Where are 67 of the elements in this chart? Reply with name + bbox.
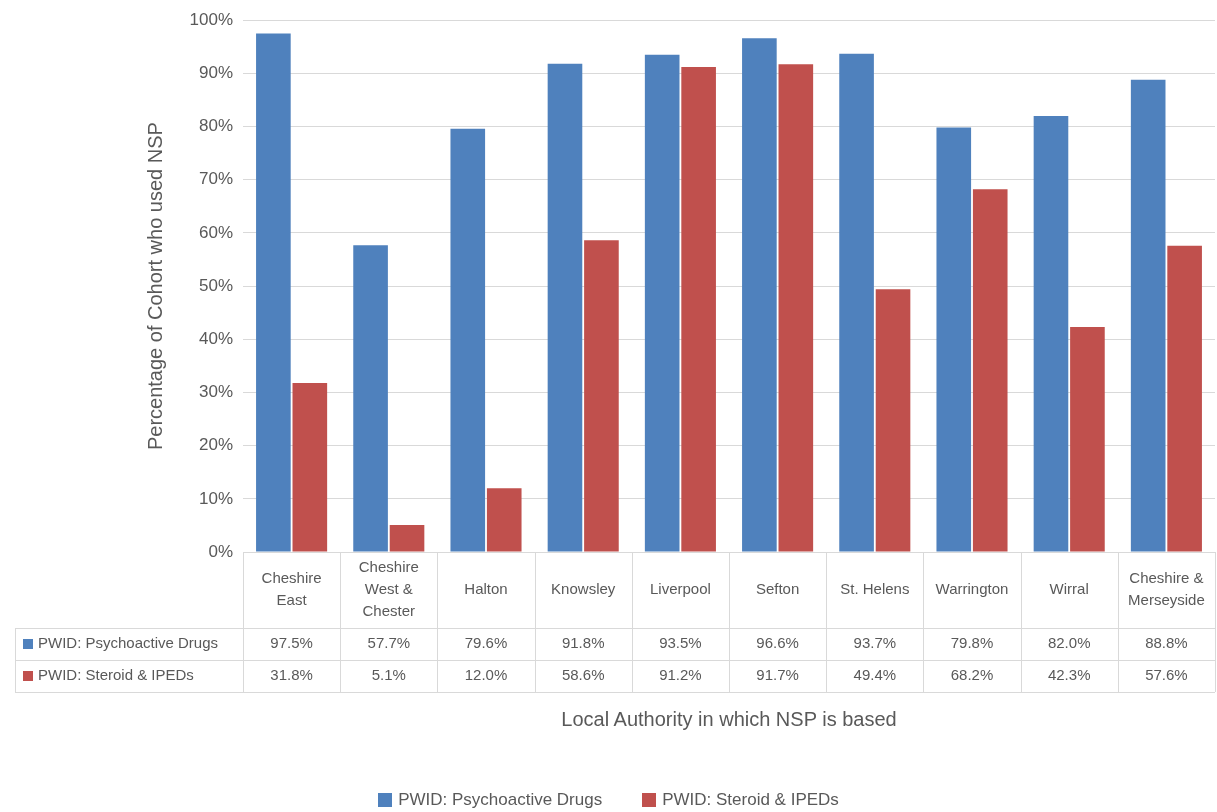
data-label: 42.3% bbox=[1047, 666, 1091, 684]
data-label: 82.0% bbox=[1047, 634, 1091, 652]
data-label: 91.8% bbox=[561, 634, 605, 652]
data-label: 91.2% bbox=[659, 666, 702, 684]
y-tick-label: 70% bbox=[198, 169, 233, 189]
y-tick-label: 40% bbox=[198, 328, 233, 348]
data-label: 91.7% bbox=[756, 666, 799, 684]
data-label: 31.8% bbox=[270, 666, 313, 684]
y-tick-label: 30% bbox=[198, 382, 233, 402]
bar bbox=[1167, 245, 1202, 552]
y-tick-label: 20% bbox=[198, 435, 233, 455]
y-tick-label: 90% bbox=[198, 63, 233, 83]
data-label: 12.0% bbox=[464, 666, 508, 684]
x-tick-label: Cheshire West & Chester bbox=[358, 558, 419, 620]
x-tick-label: Cheshire East bbox=[261, 569, 322, 609]
y-axis-title: Percentage of Cohort who used NSP bbox=[143, 122, 166, 451]
bar bbox=[584, 240, 619, 552]
bar bbox=[389, 524, 425, 552]
data-label: 96.6% bbox=[756, 634, 799, 652]
x-tick-label: Knowsley bbox=[551, 580, 616, 598]
data-label: 93.7% bbox=[853, 634, 897, 652]
data-label: 79.8% bbox=[950, 634, 994, 652]
bar bbox=[353, 245, 388, 552]
data-label: 68.2% bbox=[950, 666, 994, 684]
legend-label: PWID: Steroid & IPEDs bbox=[38, 666, 194, 684]
x-tick-label: Sefton bbox=[755, 580, 800, 598]
text: PWID: Psychoactive Drugs bbox=[398, 790, 603, 809]
x-axis-title: Local Authority in which NSP is based bbox=[561, 707, 897, 730]
bar bbox=[778, 64, 814, 552]
y-tick-label: 100% bbox=[189, 9, 233, 29]
data-label: 49.4% bbox=[853, 666, 897, 684]
y-tick-label: 10% bbox=[198, 488, 233, 508]
data-label: 79.6% bbox=[464, 634, 508, 652]
data-label: 97.5% bbox=[270, 634, 313, 652]
bar bbox=[1033, 115, 1069, 552]
bar bbox=[936, 127, 972, 552]
bar bbox=[742, 38, 777, 552]
x-tick-label: St. Helens bbox=[840, 580, 910, 598]
bar bbox=[875, 289, 911, 552]
bar bbox=[644, 54, 680, 552]
data-label: 93.5% bbox=[659, 634, 702, 652]
bar bbox=[839, 53, 874, 552]
data-label: 88.8% bbox=[1145, 634, 1188, 652]
bar bbox=[450, 128, 486, 552]
data-label: 58.6% bbox=[561, 666, 605, 684]
y-tick-label: 80% bbox=[198, 116, 233, 136]
bar bbox=[256, 33, 291, 552]
x-tick-label: Cheshire & Merseyside bbox=[1128, 569, 1205, 609]
y-tick-label: 60% bbox=[198, 222, 233, 242]
x-tick-label: Wirral bbox=[1049, 580, 1089, 598]
legend-label: PWID: Psychoactive Drugs bbox=[38, 634, 219, 652]
x-tick-label: Warrington bbox=[935, 580, 1009, 598]
bar bbox=[486, 488, 522, 552]
data-label: 5.1% bbox=[371, 666, 406, 684]
bar bbox=[292, 382, 328, 552]
bar bbox=[972, 189, 1008, 552]
bar bbox=[1130, 79, 1166, 552]
data-label: 57.7% bbox=[367, 634, 411, 652]
text: PWID: Steroid & IPEDs bbox=[662, 790, 839, 809]
bar bbox=[681, 67, 716, 552]
x-tick-label: Liverpool bbox=[649, 580, 711, 598]
y-tick-label: 0% bbox=[208, 541, 233, 561]
y-tick-label: 50% bbox=[198, 275, 233, 295]
bar bbox=[547, 63, 583, 552]
bar bbox=[1070, 327, 1105, 552]
x-tick-label: Halton bbox=[464, 580, 508, 598]
data-label: 57.6% bbox=[1145, 666, 1188, 684]
